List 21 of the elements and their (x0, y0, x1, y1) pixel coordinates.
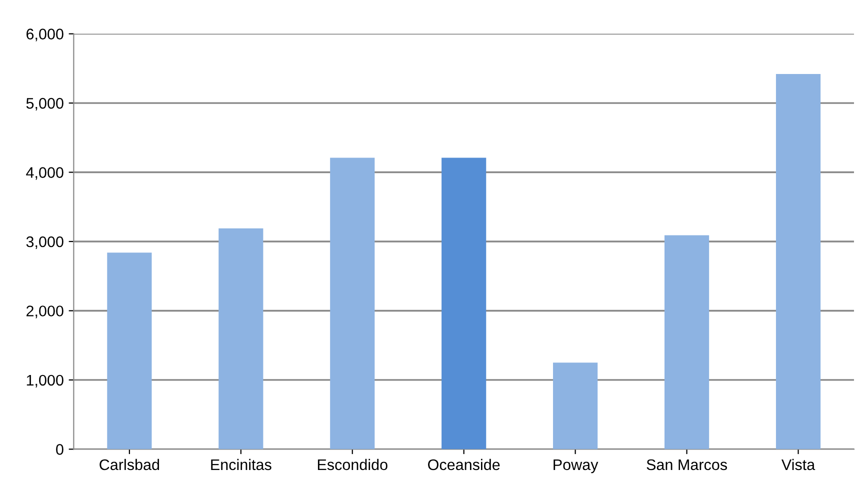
x-tick-label: Escondido (318, 458, 388, 470)
bar (776, 74, 821, 450)
y-tick-label: 5,000 (26, 98, 64, 111)
x-tick-label: Encinitas (211, 458, 272, 470)
y-tick-label: 1,000 (26, 374, 64, 388)
bar (330, 158, 375, 450)
bar (218, 228, 264, 450)
bar (107, 252, 152, 450)
y-tick-label: 6,000 (26, 28, 64, 42)
bar (664, 235, 710, 450)
x-tick-label: Carlsbad (100, 458, 160, 470)
y-tick-label: 4,000 (26, 167, 64, 180)
x-tick-label: Vista (781, 458, 816, 470)
x-tick-label: San Marcos (646, 459, 727, 470)
bar (553, 362, 598, 450)
y-tick-label: 0 (56, 444, 64, 455)
x-tick-label: Oceanside (428, 458, 500, 470)
bar (442, 158, 486, 450)
y-tick-label: 2,000 (26, 306, 64, 318)
y-tick-label: 3,000 (26, 236, 64, 249)
x-tick-label: Poway (554, 459, 598, 474)
